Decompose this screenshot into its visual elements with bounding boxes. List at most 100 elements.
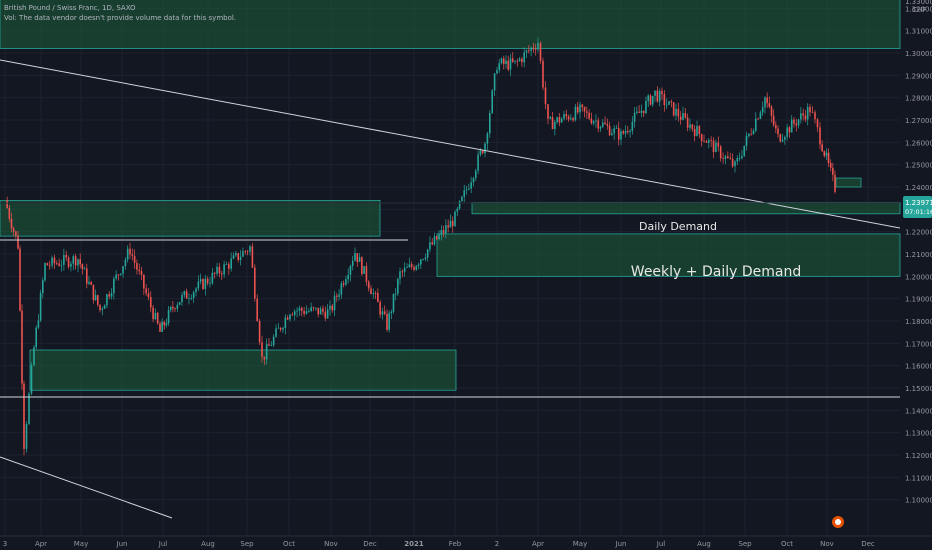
candle-body	[433, 236, 436, 245]
candle-body	[537, 43, 539, 50]
candle-body	[777, 128, 779, 135]
candle-body	[379, 302, 381, 315]
candle-body	[703, 141, 705, 142]
candle-body	[408, 264, 411, 268]
candle-body	[570, 118, 572, 120]
candle-body	[270, 345, 273, 346]
candle-body	[788, 127, 791, 133]
candle-body	[251, 246, 254, 268]
candle-body	[775, 124, 777, 129]
candle-body	[310, 307, 312, 311]
candle-body	[712, 140, 715, 153]
candle-body	[131, 254, 134, 256]
candle-body	[454, 211, 456, 227]
candle-body	[6, 200, 8, 208]
candle-body	[361, 257, 363, 275]
candle-body	[493, 73, 496, 91]
last-price-value: 1.23971	[905, 199, 932, 207]
price-axis[interactable]: 1.10000 1.11000 1.12000 1.13000 1.14000 1.150…	[905, 0, 932, 505]
candle-body	[795, 123, 798, 126]
candle-body	[204, 278, 207, 290]
zone-label: Weekly + Daily Demand	[631, 264, 801, 280]
candle-body	[581, 104, 584, 107]
price-tick-label: 1.27000	[905, 117, 932, 125]
candle-body	[322, 308, 324, 312]
candle-body	[232, 255, 235, 259]
candle-body	[55, 263, 58, 265]
candle-body	[97, 295, 99, 305]
price-tick-label: 1.21000	[905, 251, 932, 259]
candle-body	[481, 150, 484, 154]
candle-body	[347, 274, 349, 280]
candle-body	[178, 302, 181, 305]
price-tick-label: 1.24000	[905, 184, 932, 192]
candle-body	[468, 188, 470, 190]
candle-body	[757, 118, 759, 120]
candle-body	[319, 308, 322, 315]
candle-body	[505, 60, 507, 65]
candle-body	[438, 234, 440, 240]
candle-body	[606, 124, 609, 126]
demand-zone	[436, 233, 901, 277]
candle-body	[225, 264, 228, 266]
candle-body	[502, 58, 505, 65]
price-tick-label: 1.18000	[905, 318, 932, 326]
price-tick-label: 1.15000	[905, 385, 932, 393]
candle-body	[37, 320, 40, 328]
candle-body	[549, 117, 552, 119]
candle-body	[202, 279, 204, 290]
symbol-title[interactable]: British Pound / Swiss Franc, 1D, SAXO	[4, 4, 136, 12]
candle-body	[440, 230, 443, 235]
candle-body	[220, 273, 223, 275]
candle-body	[586, 111, 588, 113]
candle-body	[372, 293, 375, 295]
candle-body	[122, 266, 124, 274]
candle-body	[239, 256, 242, 260]
candle-body	[386, 313, 388, 330]
candle-body	[595, 120, 597, 122]
candle-body	[717, 142, 720, 147]
candle-body	[86, 268, 88, 284]
candle-body	[525, 50, 528, 53]
candle-body	[649, 95, 652, 105]
candle-body	[507, 60, 510, 70]
candle-body	[814, 112, 816, 120]
candle-body	[218, 266, 221, 274]
candle-body	[698, 126, 701, 135]
zones-layer	[0, 0, 901, 391]
price-tick-label: 1.10000	[905, 497, 932, 505]
price-tick-label: 1.17000	[905, 340, 932, 348]
candle-body	[514, 60, 516, 62]
candle-body	[101, 308, 104, 310]
candle-body	[358, 257, 361, 262]
candle-body	[420, 259, 422, 265]
candle-body	[268, 344, 270, 346]
lines-layer	[0, 59, 901, 519]
candle-body	[30, 365, 33, 394]
candle-body	[190, 297, 193, 299]
event-marker-inner-icon	[835, 519, 841, 525]
candle-body	[802, 113, 804, 116]
candle-body	[629, 130, 631, 132]
candle-body	[275, 328, 277, 337]
candle-body	[624, 130, 627, 134]
candle-body	[829, 162, 832, 168]
time-tick-label: Apr	[532, 540, 544, 548]
currency-label: CHF	[912, 6, 926, 14]
candle-body	[686, 117, 689, 128]
candle-body	[613, 128, 615, 134]
time-axis[interactable]: 3 Apr May Jun Jul Aug Sep Oct Nov Dec 2021 Feb 2 Apr M…	[0, 535, 932, 548]
candle-body	[140, 271, 143, 275]
candle-body	[579, 104, 581, 113]
candle-body	[159, 323, 161, 332]
candle-body	[349, 266, 352, 275]
candle-body	[129, 248, 131, 255]
candle-body	[509, 58, 512, 70]
candle-body	[451, 220, 454, 227]
time-tick-label: May	[573, 540, 587, 548]
candle-body	[456, 208, 459, 212]
candle-body	[658, 91, 661, 102]
candle-body	[185, 291, 188, 299]
candle-body	[608, 125, 611, 136]
